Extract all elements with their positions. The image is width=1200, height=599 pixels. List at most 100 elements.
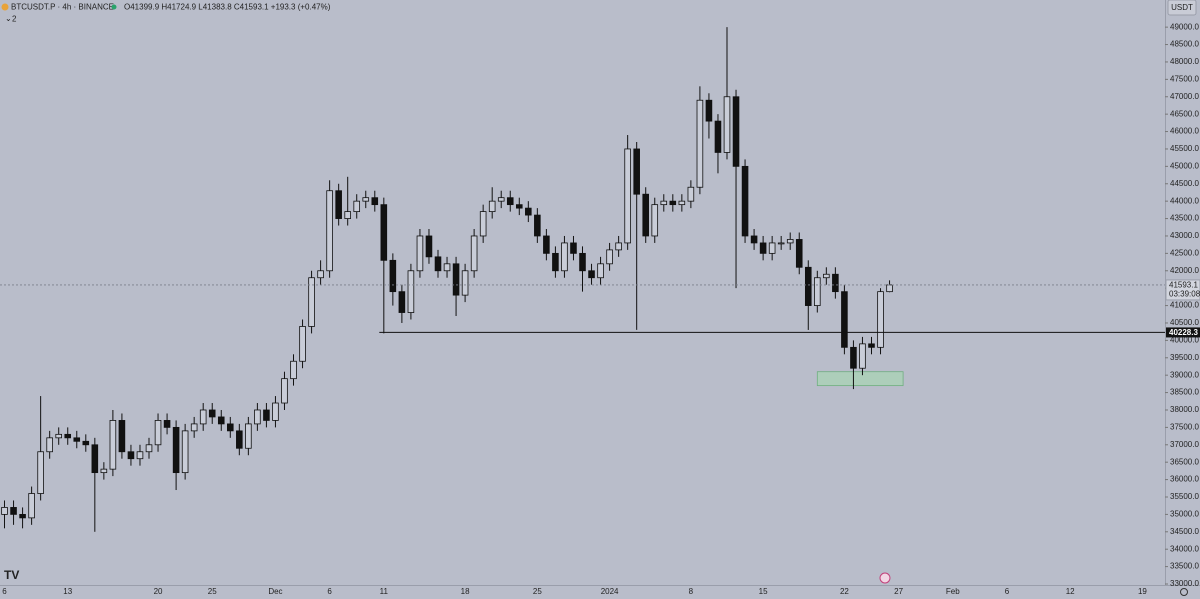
symbol-icon[interactable] xyxy=(1,3,9,11)
x-tick-label: 12 xyxy=(1066,587,1075,596)
candle-body xyxy=(597,263,604,279)
candle-body xyxy=(82,440,90,446)
y-tick-label: 40500.0 xyxy=(1170,318,1199,327)
candle-body xyxy=(741,165,749,237)
candle-body xyxy=(407,270,415,313)
x-tick-label: 2024 xyxy=(601,587,619,596)
candle-body xyxy=(434,256,442,272)
candle-body xyxy=(227,423,234,432)
candle-body xyxy=(642,193,650,237)
currency-button[interactable] xyxy=(1167,0,1197,16)
candle-body xyxy=(497,197,505,202)
x-tick-label: 6 xyxy=(327,587,332,596)
y-tick-label: 46500.0 xyxy=(1170,109,1199,118)
y-tick-label: 49000.0 xyxy=(1170,22,1199,31)
candle-body xyxy=(290,360,297,380)
candle-body xyxy=(425,235,433,258)
x-tick-label: 6 xyxy=(1005,587,1010,596)
candle-body xyxy=(452,263,460,296)
candle-body xyxy=(127,451,135,460)
candle-body xyxy=(217,416,225,425)
candle-body xyxy=(660,200,668,206)
y-tick-label: 40000.0 xyxy=(1170,335,1199,344)
candle-body xyxy=(28,493,35,519)
candle-body xyxy=(208,409,216,418)
last-price-tag xyxy=(1165,279,1200,301)
event-icon[interactable] xyxy=(879,572,891,584)
candle-body xyxy=(461,270,469,296)
horizontal-line-label: 40228.3 xyxy=(1169,328,1198,337)
candle-body xyxy=(64,433,72,439)
candle-body xyxy=(19,513,26,519)
candle-body xyxy=(10,507,17,515)
candle-body xyxy=(398,291,406,313)
x-tick-label: 11 xyxy=(380,587,389,596)
y-tick-label: 44000.0 xyxy=(1170,196,1199,205)
y-tick-label: 45000.0 xyxy=(1170,161,1199,170)
candle-body xyxy=(145,444,153,453)
candle-body xyxy=(588,270,595,279)
candle-body xyxy=(73,437,81,442)
candle-body xyxy=(678,200,686,206)
candle-body xyxy=(1,507,8,515)
candle-body xyxy=(154,420,162,446)
y-tick-label: 37500.0 xyxy=(1170,422,1199,431)
x-tick-label: 25 xyxy=(208,587,217,596)
candle-body xyxy=(543,235,550,254)
candle-body xyxy=(136,451,144,460)
candle-body xyxy=(37,451,44,494)
candle-body xyxy=(515,204,523,209)
logo[interactable]: TV xyxy=(4,568,19,582)
candle-body xyxy=(416,235,424,272)
candle-body xyxy=(823,273,830,279)
candle-body xyxy=(488,200,496,213)
symbol[interactable]: BTCUSDT.P · 4h · BINANCE xyxy=(11,3,114,12)
y-tick-label: 44500.0 xyxy=(1170,179,1199,188)
y-tick-label: 35500.0 xyxy=(1170,492,1199,501)
candle-body xyxy=(308,277,315,327)
x-tick-label: 20 xyxy=(154,587,163,596)
candle-body xyxy=(181,430,189,474)
y-tick-label: 39000.0 xyxy=(1170,370,1199,379)
y-tick-label: 45500.0 xyxy=(1170,144,1199,153)
y-tick-label: 35000.0 xyxy=(1170,510,1199,519)
candle-body xyxy=(570,242,577,254)
market-status xyxy=(111,4,117,10)
candle-body xyxy=(353,200,361,213)
candle-body xyxy=(714,120,722,153)
candle-body xyxy=(245,423,252,449)
x-tick-label: 18 xyxy=(461,587,470,596)
candle-body xyxy=(768,242,776,254)
horizontal-line-tag xyxy=(1166,327,1200,338)
indicator-count[interactable]: 2 xyxy=(12,15,17,24)
candle-body xyxy=(371,197,379,206)
candle-body xyxy=(877,291,884,348)
candle-body xyxy=(561,242,568,272)
x-tick-label: 15 xyxy=(759,587,768,596)
candle-body xyxy=(777,242,785,245)
candle-body xyxy=(886,284,893,293)
indicator-toggle[interactable]: ⌄ xyxy=(5,14,12,23)
currency[interactable]: USDT xyxy=(1171,3,1193,12)
y-tick-label: 42500.0 xyxy=(1170,248,1199,257)
candle-body xyxy=(91,444,99,474)
candle-body xyxy=(55,433,62,439)
y-tick-label: 36000.0 xyxy=(1170,475,1199,484)
y-tick-label: 34000.0 xyxy=(1170,544,1199,553)
candle-body xyxy=(795,239,803,268)
settings-icon[interactable] xyxy=(1180,588,1188,596)
x-tick-label: 8 xyxy=(689,587,694,596)
candle-body xyxy=(832,273,839,293)
y-tick-label: 38500.0 xyxy=(1170,388,1199,397)
candle-body xyxy=(624,148,631,244)
candle-body xyxy=(841,291,848,348)
candle-body xyxy=(380,204,388,261)
y-tick-label: 36500.0 xyxy=(1170,457,1199,466)
x-tick-label: 27 xyxy=(894,587,903,596)
y-tick-label: 41000.0 xyxy=(1170,301,1199,310)
candle-body xyxy=(868,343,875,348)
candle-body xyxy=(190,423,198,432)
